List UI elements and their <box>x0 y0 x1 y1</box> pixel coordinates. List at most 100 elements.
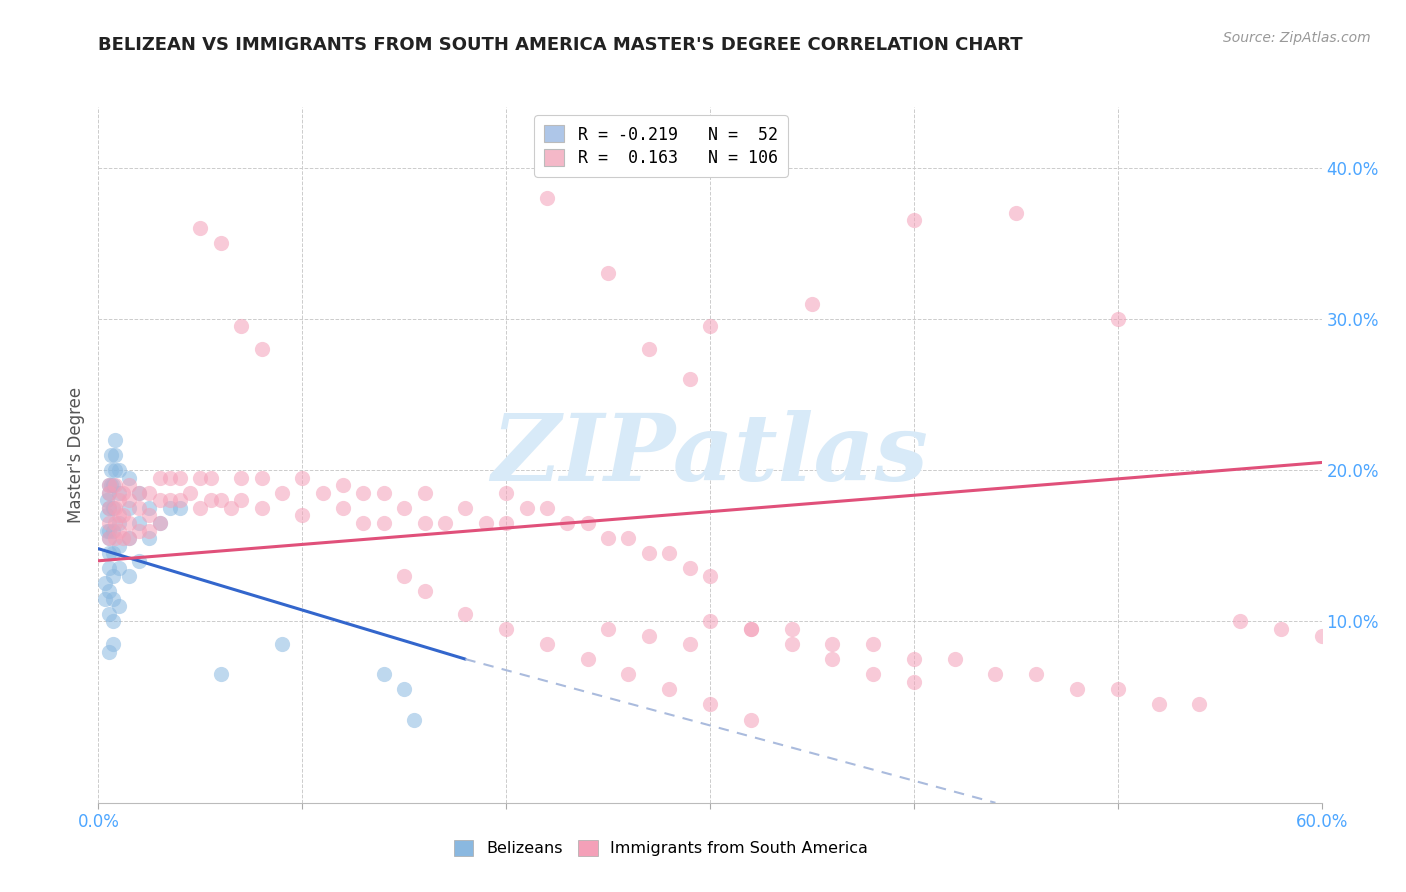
Point <box>111 531 134 545</box>
Point <box>101 500 124 515</box>
Point <box>821 652 844 666</box>
Point <box>1107 682 1129 697</box>
Point <box>101 546 124 560</box>
Point <box>250 500 273 515</box>
Point <box>312 485 335 500</box>
Point <box>101 615 124 629</box>
Point <box>104 531 127 545</box>
Point <box>658 546 681 560</box>
Point <box>679 561 702 575</box>
Point <box>679 372 702 386</box>
Point <box>101 569 124 583</box>
Point <box>128 524 150 538</box>
Point <box>97 524 120 538</box>
Point <box>373 485 395 500</box>
Point <box>536 637 558 651</box>
Point <box>740 622 762 636</box>
Point <box>138 500 160 515</box>
Point <box>97 500 120 515</box>
Point <box>617 531 640 545</box>
Point <box>149 470 172 484</box>
Point <box>118 516 141 530</box>
Point <box>93 591 115 606</box>
Point <box>209 236 232 251</box>
Point <box>1310 629 1333 643</box>
Point <box>128 554 150 568</box>
Point <box>159 500 181 515</box>
Point <box>188 500 212 515</box>
Point <box>209 667 232 681</box>
Point <box>128 485 150 500</box>
Point <box>231 493 253 508</box>
Point <box>984 667 1007 681</box>
Point <box>250 342 273 356</box>
Point <box>159 470 181 484</box>
Point <box>179 485 201 500</box>
Point <box>352 516 374 530</box>
Point <box>128 516 150 530</box>
Point <box>97 644 120 658</box>
Point <box>138 485 160 500</box>
Point <box>598 267 620 281</box>
Point <box>638 629 661 643</box>
Y-axis label: Master's Degree: Master's Degree <box>67 387 86 523</box>
Point <box>352 485 374 500</box>
Point <box>118 493 141 508</box>
Point <box>108 493 131 508</box>
Point <box>576 652 599 666</box>
Point <box>128 500 150 515</box>
Point <box>536 500 558 515</box>
Point <box>1004 206 1026 220</box>
Point <box>188 470 212 484</box>
Point <box>219 500 242 515</box>
Point <box>231 319 253 334</box>
Point <box>516 500 538 515</box>
Point <box>1147 698 1170 712</box>
Text: Source: ZipAtlas.com: Source: ZipAtlas.com <box>1223 31 1371 45</box>
Point <box>454 607 477 621</box>
Point <box>231 470 253 484</box>
Point <box>1107 311 1129 326</box>
Point <box>104 478 127 492</box>
Point <box>97 478 120 492</box>
Point <box>821 637 844 651</box>
Point <box>699 698 721 712</box>
Point <box>149 516 172 530</box>
Point <box>97 516 120 530</box>
Point <box>495 516 517 530</box>
Point <box>108 516 131 530</box>
Point <box>97 500 120 515</box>
Point <box>138 524 160 538</box>
Text: ZIPatlas: ZIPatlas <box>492 410 928 500</box>
Point <box>108 508 131 523</box>
Point <box>118 531 141 545</box>
Point <box>576 516 599 530</box>
Point <box>96 493 118 508</box>
Point <box>291 470 314 484</box>
Point <box>118 478 141 492</box>
Point <box>97 531 120 545</box>
Point <box>93 576 115 591</box>
Point <box>332 500 354 515</box>
Point <box>862 637 884 651</box>
Point <box>149 516 172 530</box>
Point <box>780 622 803 636</box>
Point <box>373 667 395 681</box>
Point <box>149 493 172 508</box>
Point <box>108 524 131 538</box>
Point <box>138 508 160 523</box>
Point <box>413 485 436 500</box>
Point <box>392 682 416 697</box>
Point <box>413 584 436 599</box>
Point <box>118 470 141 484</box>
Point <box>557 516 579 530</box>
Point <box>270 637 294 651</box>
Point <box>209 493 232 508</box>
Point <box>97 485 120 500</box>
Point <box>250 470 273 484</box>
Point <box>1229 615 1251 629</box>
Point <box>474 516 498 530</box>
Point <box>97 584 120 599</box>
Point <box>801 296 824 310</box>
Point <box>138 531 160 545</box>
